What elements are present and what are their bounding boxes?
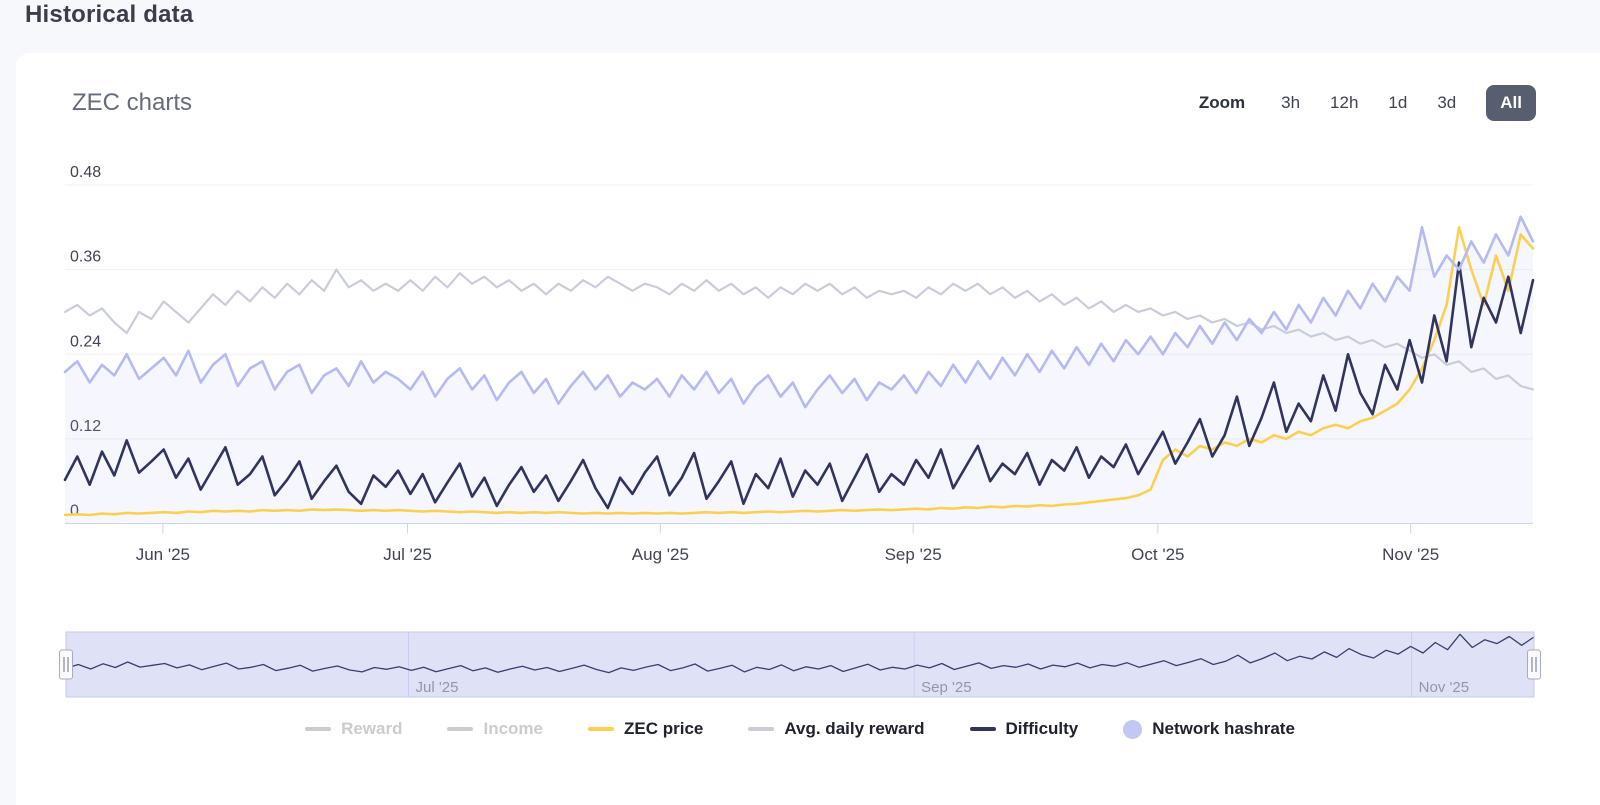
network-hashrate-legend-marker-icon xyxy=(1123,719,1143,739)
income-legend-marker-icon xyxy=(447,727,474,731)
zoom-option-1d[interactable]: 1d xyxy=(1388,93,1408,112)
legend-label: Avg. daily reward xyxy=(784,719,925,738)
zoom-option-12h[interactable]: 12h xyxy=(1330,93,1359,112)
zoom-options: 3h 12h 1d 3d All xyxy=(1251,85,1536,121)
zoom-option-3d[interactable]: 3d xyxy=(1437,93,1457,112)
navigator-mask[interactable] xyxy=(66,632,1534,697)
zec-price-legend-marker-icon xyxy=(588,727,615,731)
zoom-option-all[interactable]: All xyxy=(1486,85,1536,121)
legend-item-income[interactable]: Income xyxy=(447,719,543,739)
zoom-option-3h[interactable]: 3h xyxy=(1281,93,1301,112)
avg-daily-reward-legend-marker-icon xyxy=(748,727,775,731)
chart-title: ZEC charts xyxy=(72,89,193,116)
page-title: Historical data xyxy=(25,1,194,28)
legend-item-zec-price[interactable]: ZEC price xyxy=(588,719,703,739)
navigator-right-handle[interactable] xyxy=(1527,649,1541,680)
legend-item-avg-daily-reward[interactable]: Avg. daily reward xyxy=(748,719,925,739)
difficulty-legend-marker-icon xyxy=(969,727,996,731)
chart-legend: Reward Income ZEC price Avg. daily reward Di… xyxy=(0,719,1600,739)
legend-label: ZEC price xyxy=(624,719,704,738)
reward-legend-marker-icon xyxy=(305,727,332,731)
navigator-left-handle[interactable] xyxy=(59,649,73,680)
legend-item-difficulty[interactable]: Difficulty xyxy=(969,719,1079,739)
legend-label: Reward xyxy=(341,719,403,738)
chart-header: ZEC charts Zoom 3h 12h 1d 3d All xyxy=(72,81,1536,125)
legend-item-network-hashrate[interactable]: Network hashrate xyxy=(1123,719,1295,739)
legend-label: Network hashrate xyxy=(1152,719,1295,738)
navigator: Jul '25 Sep '25 Nov '25 xyxy=(59,631,1541,698)
legend-item-reward[interactable]: Reward xyxy=(305,719,402,739)
legend-label: Difficulty xyxy=(1005,719,1079,738)
zoom-label: Zoom xyxy=(1198,93,1246,112)
legend-label: Income xyxy=(483,719,544,738)
zoom-controls: Zoom 3h 12h 1d 3d All xyxy=(1199,85,1536,121)
